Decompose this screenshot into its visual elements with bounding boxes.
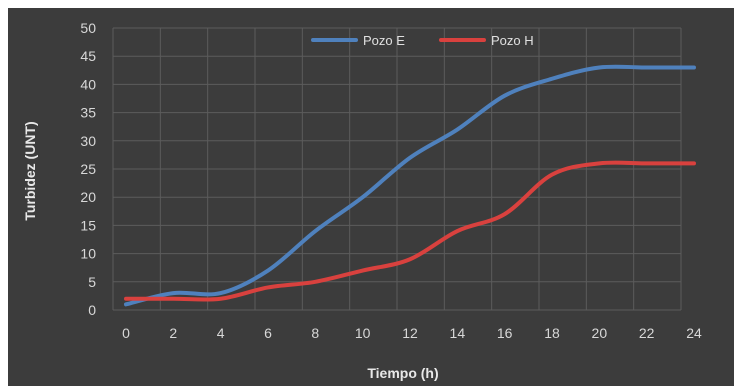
x-axis-title: Tiempo (h) [367,365,438,381]
y-tick-label: 20 [80,189,96,205]
series-line-pozo-h [124,160,696,302]
x-tick-label: 14 [450,325,466,341]
y-tick-label: 15 [80,217,96,233]
x-tick-label: 12 [402,325,418,341]
x-tick-label: 16 [497,325,513,341]
chart-panel: 0 5 10 15 20 25 30 35 40 45 50 0 2 4 6 8 10 12 14 16 18 20 22… [8,8,734,386]
y-tick-label: 0 [88,302,96,318]
y-axis-title: Turbidez (UNT) [22,121,38,220]
x-tick-label: 0 [122,325,130,341]
y-tick-label: 35 [80,105,96,121]
x-axis-ticks: 0 2 4 6 8 10 12 14 16 18 20 22 24 [122,325,702,341]
x-tick-label: 10 [355,325,371,341]
series-lines [124,64,696,307]
series-line-pozo-e [124,64,696,307]
x-tick-label: 18 [544,325,560,341]
x-tick-label: 20 [592,325,608,341]
x-tick-label: 2 [169,325,177,341]
x-tick-label: 4 [217,325,225,341]
y-tick-label: 50 [80,20,96,36]
y-tick-label: 25 [80,161,96,177]
x-tick-label: 6 [264,325,272,341]
y-tick-label: 30 [80,133,96,149]
y-tick-label: 45 [80,48,96,64]
legend-label-pozo-e: Pozo E [363,33,405,48]
y-axis-ticks: 0 5 10 15 20 25 30 35 40 45 50 [80,20,96,318]
legend: Pozo E Pozo H [311,33,534,48]
y-tick-label: 10 [80,246,96,262]
y-tick-label: 40 [80,76,96,92]
x-tick-label: 8 [311,325,319,341]
x-tick-label: 22 [639,325,655,341]
legend-label-pozo-h: Pozo H [491,33,534,48]
y-tick-label: 5 [88,274,96,290]
x-tick-label: 24 [686,325,702,341]
